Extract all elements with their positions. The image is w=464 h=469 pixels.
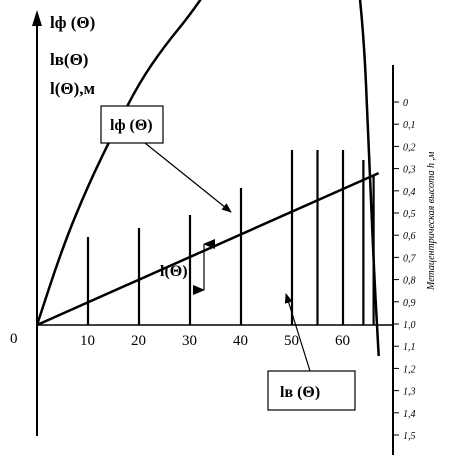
right-tick-label: 1,5: [403, 431, 416, 442]
right-tick-label: 0,3: [403, 165, 416, 176]
callout-label-lv: lв (Θ): [280, 384, 320, 401]
axis-title-lv: lв(Θ): [50, 50, 88, 69]
x-tick-label: 50: [284, 333, 299, 349]
callout-label-lf: lф (Θ): [110, 117, 153, 134]
right-tick-label: 0,2: [403, 142, 416, 153]
right-tick-label: 0,9: [403, 298, 416, 309]
right-tick-label: 1,4: [403, 409, 416, 420]
label-l: l(Θ): [160, 263, 188, 280]
x-tick-labels: 10 20 30 40 50 60: [80, 333, 350, 349]
right-tick-label: 0,8: [403, 276, 416, 287]
callout-arrow-lf: [144, 142, 232, 213]
right-tick-label: 0,7: [403, 253, 417, 264]
right-tick-label: 1,2: [403, 364, 416, 375]
right-tick-label: 0,4: [403, 187, 416, 198]
axis-title-l: l(Θ),м: [50, 79, 96, 98]
axis-title-lf: lф (Θ): [50, 13, 95, 32]
x-tick-label: 30: [182, 333, 197, 349]
origin-label: 0: [10, 331, 18, 347]
right-tick-label: 1,3: [403, 387, 416, 398]
right-tick-label: 1,0: [403, 320, 416, 331]
callout-box-lv: [267, 370, 356, 411]
right-axis-title: Метацентрическая высота h ,м: [426, 151, 437, 291]
right-tick-label: 1,1: [403, 342, 416, 353]
right-tick-label: 0,5: [403, 209, 416, 220]
right-tick-label: 0: [403, 98, 408, 109]
right-tick-label: 0,6: [403, 231, 416, 242]
x-tick-label: 60: [335, 333, 350, 349]
series-line-lf: [35, 0, 380, 357]
y-axis-arrow-icon: [32, 10, 42, 26]
x-tick-label: 10: [80, 333, 95, 349]
right-tick-label: 0,1: [403, 120, 416, 131]
callout-box-lf: [100, 105, 164, 144]
x-tick-label: 40: [233, 333, 248, 349]
x-tick-label: 20: [131, 333, 146, 349]
callout-arrow-lv: [284, 293, 311, 372]
right-scale-ticks: 0 0,1 0,2 0,3 0,4 0,5 0,6 0,7 0,8 0,9 1,0 1,1 1,2 1,3…: [393, 98, 417, 442]
